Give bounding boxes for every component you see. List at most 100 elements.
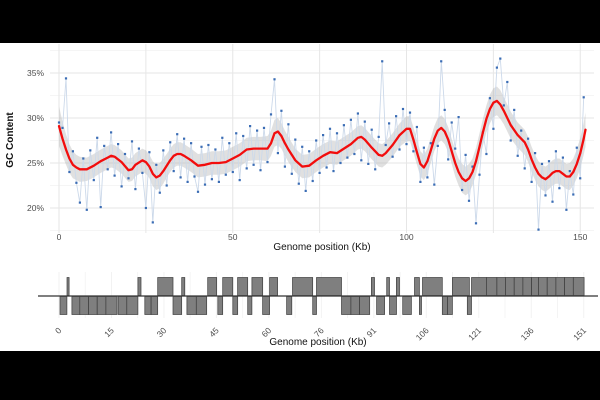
gc-point <box>495 66 498 69</box>
gc-point <box>297 182 300 185</box>
gc-point <box>235 132 238 135</box>
gc-point <box>256 129 259 132</box>
gc-point <box>315 139 318 142</box>
gene-segment <box>232 296 239 315</box>
gc-point <box>436 144 439 147</box>
gene-segment <box>137 277 142 296</box>
gene-segment <box>513 277 524 296</box>
gene-segment <box>386 277 390 296</box>
gc-point <box>433 183 436 186</box>
y-axis-title: GC Content <box>5 112 16 168</box>
gene-segment <box>269 277 278 296</box>
gc-point <box>304 189 307 192</box>
gc-point <box>71 150 74 153</box>
gc-point <box>249 125 252 128</box>
gene-map-chart: 0 15 30 45 60 76 91 106 121 136 151 <box>38 272 598 342</box>
gc-point <box>422 146 425 149</box>
gc-point <box>196 190 200 193</box>
gc-point <box>141 171 144 174</box>
gc-point <box>391 155 394 158</box>
gc-point <box>443 108 446 111</box>
gene-segment <box>217 296 224 315</box>
gc-point <box>558 187 561 190</box>
gc-point-connector-line <box>58 58 585 230</box>
gene-segment <box>522 277 532 296</box>
gc-point <box>123 152 127 156</box>
gene-segment <box>371 277 375 296</box>
gene-segment <box>207 277 218 296</box>
gc-point <box>561 156 564 159</box>
gc-point <box>408 111 412 114</box>
gc-point <box>200 145 203 148</box>
gc-point <box>231 170 234 174</box>
gene-segment <box>359 296 371 315</box>
gc-point <box>176 133 179 136</box>
gc-point <box>429 142 432 145</box>
gc-point <box>565 208 568 211</box>
gc-point <box>346 156 349 159</box>
gc-point <box>221 136 224 139</box>
gc-point <box>516 154 519 157</box>
gc-point <box>308 150 311 153</box>
gene-segment <box>422 277 443 296</box>
gc-point <box>96 136 99 139</box>
gene-segment <box>286 296 293 315</box>
gc-point <box>120 185 123 188</box>
gene-segment <box>414 277 420 296</box>
y-tick-label: 35% <box>27 68 44 78</box>
axis-tick-labels: 20% 25% 30% 35% 0 50 100 150 <box>27 68 588 242</box>
gc-point <box>461 188 464 192</box>
gene-segment <box>452 277 470 296</box>
gene-segment <box>389 296 397 315</box>
gene-segment <box>531 277 539 296</box>
plot-canvas: 20% 25% 30% 35% 0 50 100 150 0 15 30 45 60 76 91 106 12… <box>0 43 600 351</box>
gc-point <box>457 116 460 119</box>
gene-segment <box>247 296 253 315</box>
gc-point <box>144 206 147 210</box>
gene-segment <box>466 296 472 315</box>
gene-segment <box>419 296 422 315</box>
gc-point <box>450 121 453 124</box>
gene-segment <box>96 296 107 315</box>
gc-point <box>214 148 217 151</box>
gc-point <box>547 160 551 163</box>
gc-point <box>353 152 356 156</box>
gc-point <box>82 157 85 160</box>
gc-point <box>395 115 398 118</box>
gc-point <box>89 149 92 152</box>
gc-point <box>99 206 102 209</box>
x-tick-label: 0 <box>57 232 62 242</box>
gc-point <box>544 194 547 197</box>
gc-point <box>148 151 151 154</box>
gc-point <box>464 153 467 156</box>
gc-point <box>78 201 81 204</box>
gene-segment <box>126 296 139 315</box>
gene-segment <box>172 296 183 315</box>
gc-point <box>245 167 248 170</box>
gc-point <box>502 104 505 107</box>
gene-segment <box>195 296 208 315</box>
gc-point <box>454 147 457 150</box>
gc-point <box>85 208 88 211</box>
gc-point <box>332 170 335 173</box>
gene-segment <box>66 277 70 296</box>
gene-segment <box>59 296 68 315</box>
gene-segment <box>538 277 548 296</box>
gene-segment <box>447 296 453 315</box>
gc-point <box>290 172 293 175</box>
gc-point <box>471 165 474 168</box>
gc-point <box>335 132 339 135</box>
gc-point <box>325 166 328 169</box>
gc-point <box>252 163 255 166</box>
gene-segment <box>181 277 186 296</box>
gene-segment <box>222 277 234 296</box>
gc-point <box>381 60 384 63</box>
gc-point <box>228 142 231 145</box>
gc-point <box>485 152 488 156</box>
gc-point <box>137 147 140 150</box>
gene-segment <box>312 296 317 315</box>
gc-point <box>579 177 582 180</box>
gc-point <box>134 188 137 191</box>
gene-segment <box>157 277 174 296</box>
gene-segment <box>441 296 448 315</box>
